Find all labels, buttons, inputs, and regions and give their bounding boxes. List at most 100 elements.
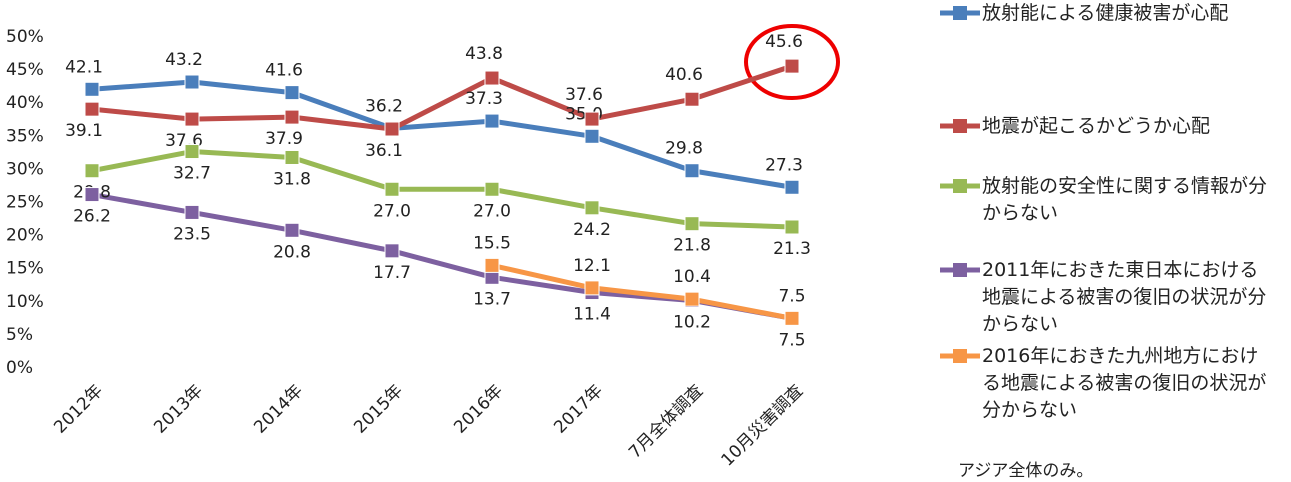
marker [84, 101, 100, 117]
y-tick-label: 0% [6, 358, 33, 378]
data-label: 27.0 [473, 201, 511, 221]
marker [484, 70, 500, 86]
legend-swatch [940, 263, 980, 277]
data-label: 21.8 [673, 236, 711, 256]
chart: 0% 5% 10% 15% 20% 25% 30% 35% 40% 45% 50% 2012年 2013… [6, 24, 840, 471]
legend-swatch [940, 179, 980, 193]
data-label: 40.6 [665, 65, 703, 85]
data-label: 21.3 [773, 239, 811, 259]
marker [384, 121, 400, 137]
data-label: 27.0 [373, 201, 411, 221]
data-label: 45.6 [765, 32, 803, 52]
data-label: 17.7 [373, 263, 411, 283]
annotation: アジア全体のみ。 [958, 461, 1094, 481]
data-label: 36.2 [365, 96, 403, 116]
y-tick-label: 35% [6, 126, 44, 146]
marker [484, 181, 500, 197]
marker [184, 74, 200, 90]
legend-item: 放射能による健康被害が心配 [940, 0, 1272, 27]
data-label: 29.8 [665, 139, 703, 159]
y-tick-label: 45% [6, 60, 44, 80]
legend-marker [953, 349, 967, 363]
legend-marker [953, 6, 967, 20]
data-label: 24.2 [573, 220, 611, 240]
legend-label: 放射能による健康被害が心配 [982, 2, 1229, 24]
data-label: 41.6 [265, 61, 303, 81]
x-tick-label: 2012年 [50, 381, 107, 438]
data-label: 39.1 [65, 121, 103, 141]
marker [584, 200, 600, 216]
series-line [491, 262, 793, 321]
marker [484, 257, 500, 273]
marker [184, 204, 200, 220]
y-tick-label: 15% [6, 259, 44, 279]
legend-item: 地震が起こるかどうか心配 [940, 113, 1272, 140]
legend-label: 2016年におきた九州地方における地震による被害の復旧の状況が分からない [982, 345, 1267, 421]
data-label: 11.4 [573, 305, 611, 325]
marker [284, 109, 300, 125]
marker [684, 216, 700, 232]
data-label: 12.1 [573, 256, 611, 276]
x-tick-label: 2016年 [450, 381, 507, 438]
marker [784, 179, 800, 195]
marker [84, 163, 100, 179]
highlight-circle [744, 24, 840, 100]
x-tick-label: 2014年 [250, 381, 307, 438]
data-label: 43.8 [465, 44, 503, 64]
data-label: 15.5 [473, 233, 511, 253]
legend-label: 地震が起こるかどうか心配 [982, 115, 1211, 137]
legend-item: 放射能の安全性に関する情報が分からない [940, 173, 1272, 227]
marker [384, 181, 400, 197]
legend-swatch [940, 119, 980, 133]
data-label: 7.5 [778, 330, 805, 350]
marker [184, 111, 200, 127]
marker [784, 58, 800, 74]
marker [284, 222, 300, 238]
data-label: 42.1 [65, 57, 103, 77]
data-label: 10.2 [673, 312, 711, 332]
data-label: 23.5 [173, 224, 211, 244]
marker [584, 111, 600, 127]
y-tick-label: 20% [6, 226, 44, 246]
x-tick-label: 10月災害調査 [718, 381, 808, 471]
data-label: 32.7 [173, 164, 211, 184]
marker [584, 280, 600, 296]
x-tick-label: 7月全体調査 [625, 381, 707, 463]
data-label: 27.3 [765, 155, 803, 175]
data-label: 37.3 [465, 89, 503, 109]
y-tick-label: 5% [6, 325, 33, 345]
y-tick-label: 40% [6, 93, 44, 113]
y-tick-label: 25% [6, 193, 44, 213]
marker [284, 149, 300, 165]
marker [384, 243, 400, 259]
data-label: 13.7 [473, 289, 511, 309]
marker [784, 219, 800, 235]
marker [684, 163, 700, 179]
legend-label: 放射能の安全性に関する情報が分からない [982, 175, 1268, 224]
y-tick-label: 30% [6, 159, 44, 179]
data-label: 31.8 [273, 169, 311, 189]
data-label: 20.8 [273, 242, 311, 262]
data-label: 7.5 [778, 286, 805, 306]
legend-label: 2011年におきた東日本における地震による被害の復旧の状況が分からない [982, 259, 1267, 335]
marker [184, 144, 200, 160]
marker [84, 81, 100, 97]
marker [84, 187, 100, 203]
series-line [91, 149, 793, 230]
marker [284, 85, 300, 101]
legend-swatch [940, 349, 980, 363]
marker [684, 91, 700, 107]
marker [584, 128, 600, 144]
legend-swatch [940, 6, 980, 20]
legend-item: 2011年におきた東日本における地震による被害の復旧の状況が分からない [940, 257, 1272, 338]
data-label: 37.6 [565, 85, 603, 105]
x-tick-label: 2013年 [150, 381, 207, 438]
marker [684, 291, 700, 307]
data-label: 43.2 [165, 50, 203, 70]
series-line [91, 79, 793, 190]
marker [484, 113, 500, 129]
legend-item: 2016年におきた九州地方における地震による被害の復旧の状況が分からない [940, 343, 1272, 424]
legend-marker [953, 263, 967, 277]
x-tick-label: 2017年 [550, 381, 607, 438]
